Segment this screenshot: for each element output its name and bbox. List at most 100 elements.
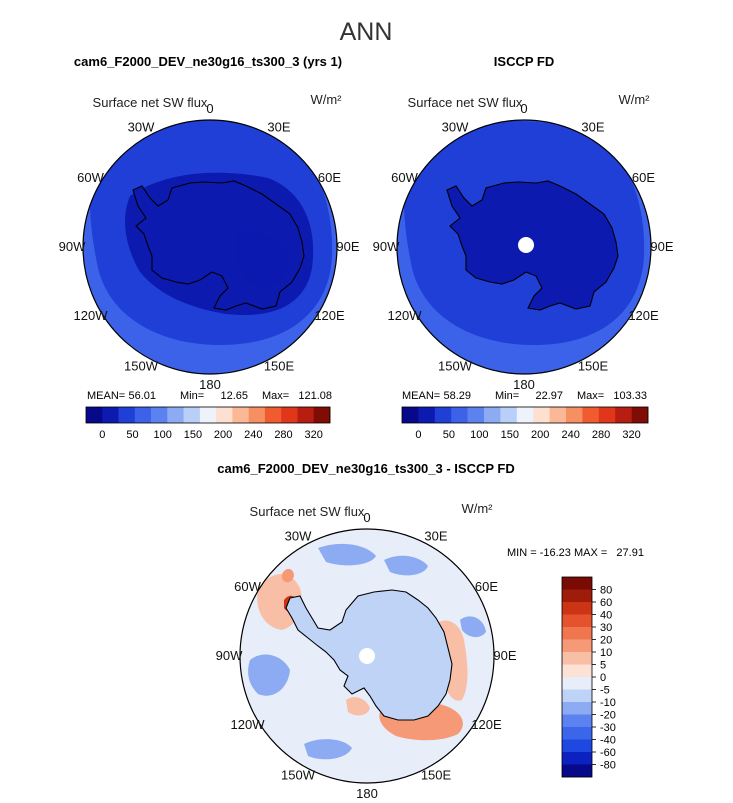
model-colorbar-tick: 0 [99, 429, 105, 441]
model-colorbar-tick: 240 [244, 429, 262, 441]
lon-label: 30W [285, 529, 312, 544]
obs-max-value: 103.33 [613, 390, 647, 402]
model-colorbar-cell [313, 407, 331, 423]
diff-colorbar-tick: 80 [600, 585, 612, 597]
diff-colorbar-cell [562, 752, 592, 765]
obs-colorbar-tick: 200 [531, 429, 549, 441]
diff-map-border [239, 528, 495, 784]
lon-label: 90E [650, 239, 673, 254]
model-colorbar-tick: 280 [274, 429, 292, 441]
panel-obs-map [397, 120, 651, 374]
panel-diff-title: cam6_F2000_DEV_ne30g16_ts300_3 - ISCCP F… [217, 461, 515, 476]
panel-obs: ISCCP FD Surface net SW flux W/m² 0 30E 60… [373, 54, 674, 441]
diff-colorbar-tick: 10 [600, 647, 612, 659]
lon-label: 150E [264, 359, 295, 374]
lon-label: 150W [438, 359, 473, 374]
panel-diff-units: W/m² [461, 501, 493, 516]
diff-colorbar-tick: -10 [600, 697, 616, 709]
diff-colorbar-tick: 60 [600, 597, 612, 609]
diff-colorbar-cell [562, 627, 592, 640]
diff-stats: MIN = -16.23 MAX = 27.91 [507, 547, 644, 559]
model-colorbar-tick: 50 [126, 429, 138, 441]
obs-colorbar-tick: 280 [592, 429, 610, 441]
model-colorbar-tick: 150 [184, 429, 202, 441]
lon-label: 180 [513, 377, 535, 392]
lon-label: 30W [442, 120, 469, 135]
obs-colorbar-cell [615, 407, 632, 423]
diff-colorbar-tick: 30 [600, 622, 612, 634]
lon-label: 60E [632, 170, 655, 185]
diff-colorbar-tick: -5 [600, 685, 610, 697]
page-title: ANN [340, 18, 393, 46]
model-max-label: Max= [262, 390, 289, 402]
panel-model-variable: Surface net SW flux [93, 95, 208, 110]
diff-colorbar-tick: -20 [600, 710, 616, 722]
obs-colorbar-cell [582, 407, 600, 423]
lon-label: 60E [475, 579, 498, 594]
lon-label: 90W [59, 239, 86, 254]
obs-colorbar-cell [631, 407, 649, 423]
lon-label: 30E [581, 120, 604, 135]
diff-patch-cool [318, 543, 376, 566]
diff-colorbar-cell [562, 602, 592, 615]
obs-mean-label: MEAN= [402, 390, 440, 402]
lon-label: 60W [77, 170, 104, 185]
obs-max-label: Max= [577, 390, 604, 402]
diff-colorbar-tick: 20 [600, 635, 612, 647]
obs-colorbar-cell [451, 407, 468, 423]
model-colorbar-cell [183, 407, 201, 423]
lon-label: 180 [356, 786, 378, 798]
lon-label: 60W [234, 579, 261, 594]
model-colorbar-cell [134, 407, 152, 423]
model-mean-value: 56.01 [128, 390, 156, 402]
lon-label: 60W [391, 170, 418, 185]
diff-colorbar-cell [562, 702, 592, 715]
diff-colorbar-tick: -60 [600, 747, 616, 759]
diff-colorbar-cell [562, 577, 592, 590]
panel-model: cam6_F2000_DEV_ne30g16_ts300_3 (yrs 1) S… [59, 54, 360, 441]
model-colorbar-cell [216, 407, 233, 423]
diff-colorbar-tick: -80 [600, 760, 616, 772]
panel-obs-units: W/m² [618, 92, 650, 107]
lon-label: 30E [267, 120, 290, 135]
lon-label: 30W [128, 120, 155, 135]
model-colorbar-tick: 100 [154, 429, 172, 441]
obs-colorbar-cell [402, 407, 419, 423]
lon-label: 0 [206, 101, 213, 116]
diff-patch-cool [384, 555, 428, 576]
model-map-border [82, 119, 338, 375]
obs-colorbar-tick: 50 [443, 429, 455, 441]
model-colorbar-cell [151, 407, 168, 423]
model-mean-label: MEAN= [87, 390, 125, 402]
diff-colorbar-cell [562, 639, 592, 653]
model-colorbar-cell [248, 407, 266, 423]
lon-label: 90E [336, 239, 359, 254]
obs-colorbar-tick: 0 [415, 429, 421, 441]
obs-colorbar-cell [434, 407, 452, 423]
obs-colorbar-cell [418, 407, 436, 423]
model-colorbar-cell [86, 407, 103, 423]
diff-colorbar-cell [562, 614, 592, 628]
model-colorbar-cell [118, 407, 136, 423]
lon-label: 120E [314, 308, 345, 323]
obs-colorbar-cell [549, 407, 567, 423]
model-colorbar-frame [85, 406, 331, 424]
model-lon-labels: 0 30E 60E 90E 120E 150E 180 150W 120W 90W 60W 30W [59, 101, 360, 392]
diff-colorbar-tick: -40 [600, 735, 616, 747]
model-min-value: 12.65 [220, 390, 248, 402]
obs-colorbar-cell [516, 407, 534, 423]
lon-label: 120W [388, 308, 423, 323]
panel-diff-variable: Surface net SW flux [250, 504, 365, 519]
diff-colorbar-cell [562, 677, 592, 690]
obs-colorbar-tick: 240 [562, 429, 580, 441]
diff-patch-cool [248, 654, 290, 696]
lon-label: 120W [231, 717, 266, 732]
obs-colorbar-cell [533, 407, 550, 423]
diff-colorbar-tick: 0 [600, 672, 606, 684]
diff-patch-cool [304, 739, 352, 760]
lon-label: 90W [216, 648, 243, 663]
diff-colorbar-tick: -30 [600, 722, 616, 734]
